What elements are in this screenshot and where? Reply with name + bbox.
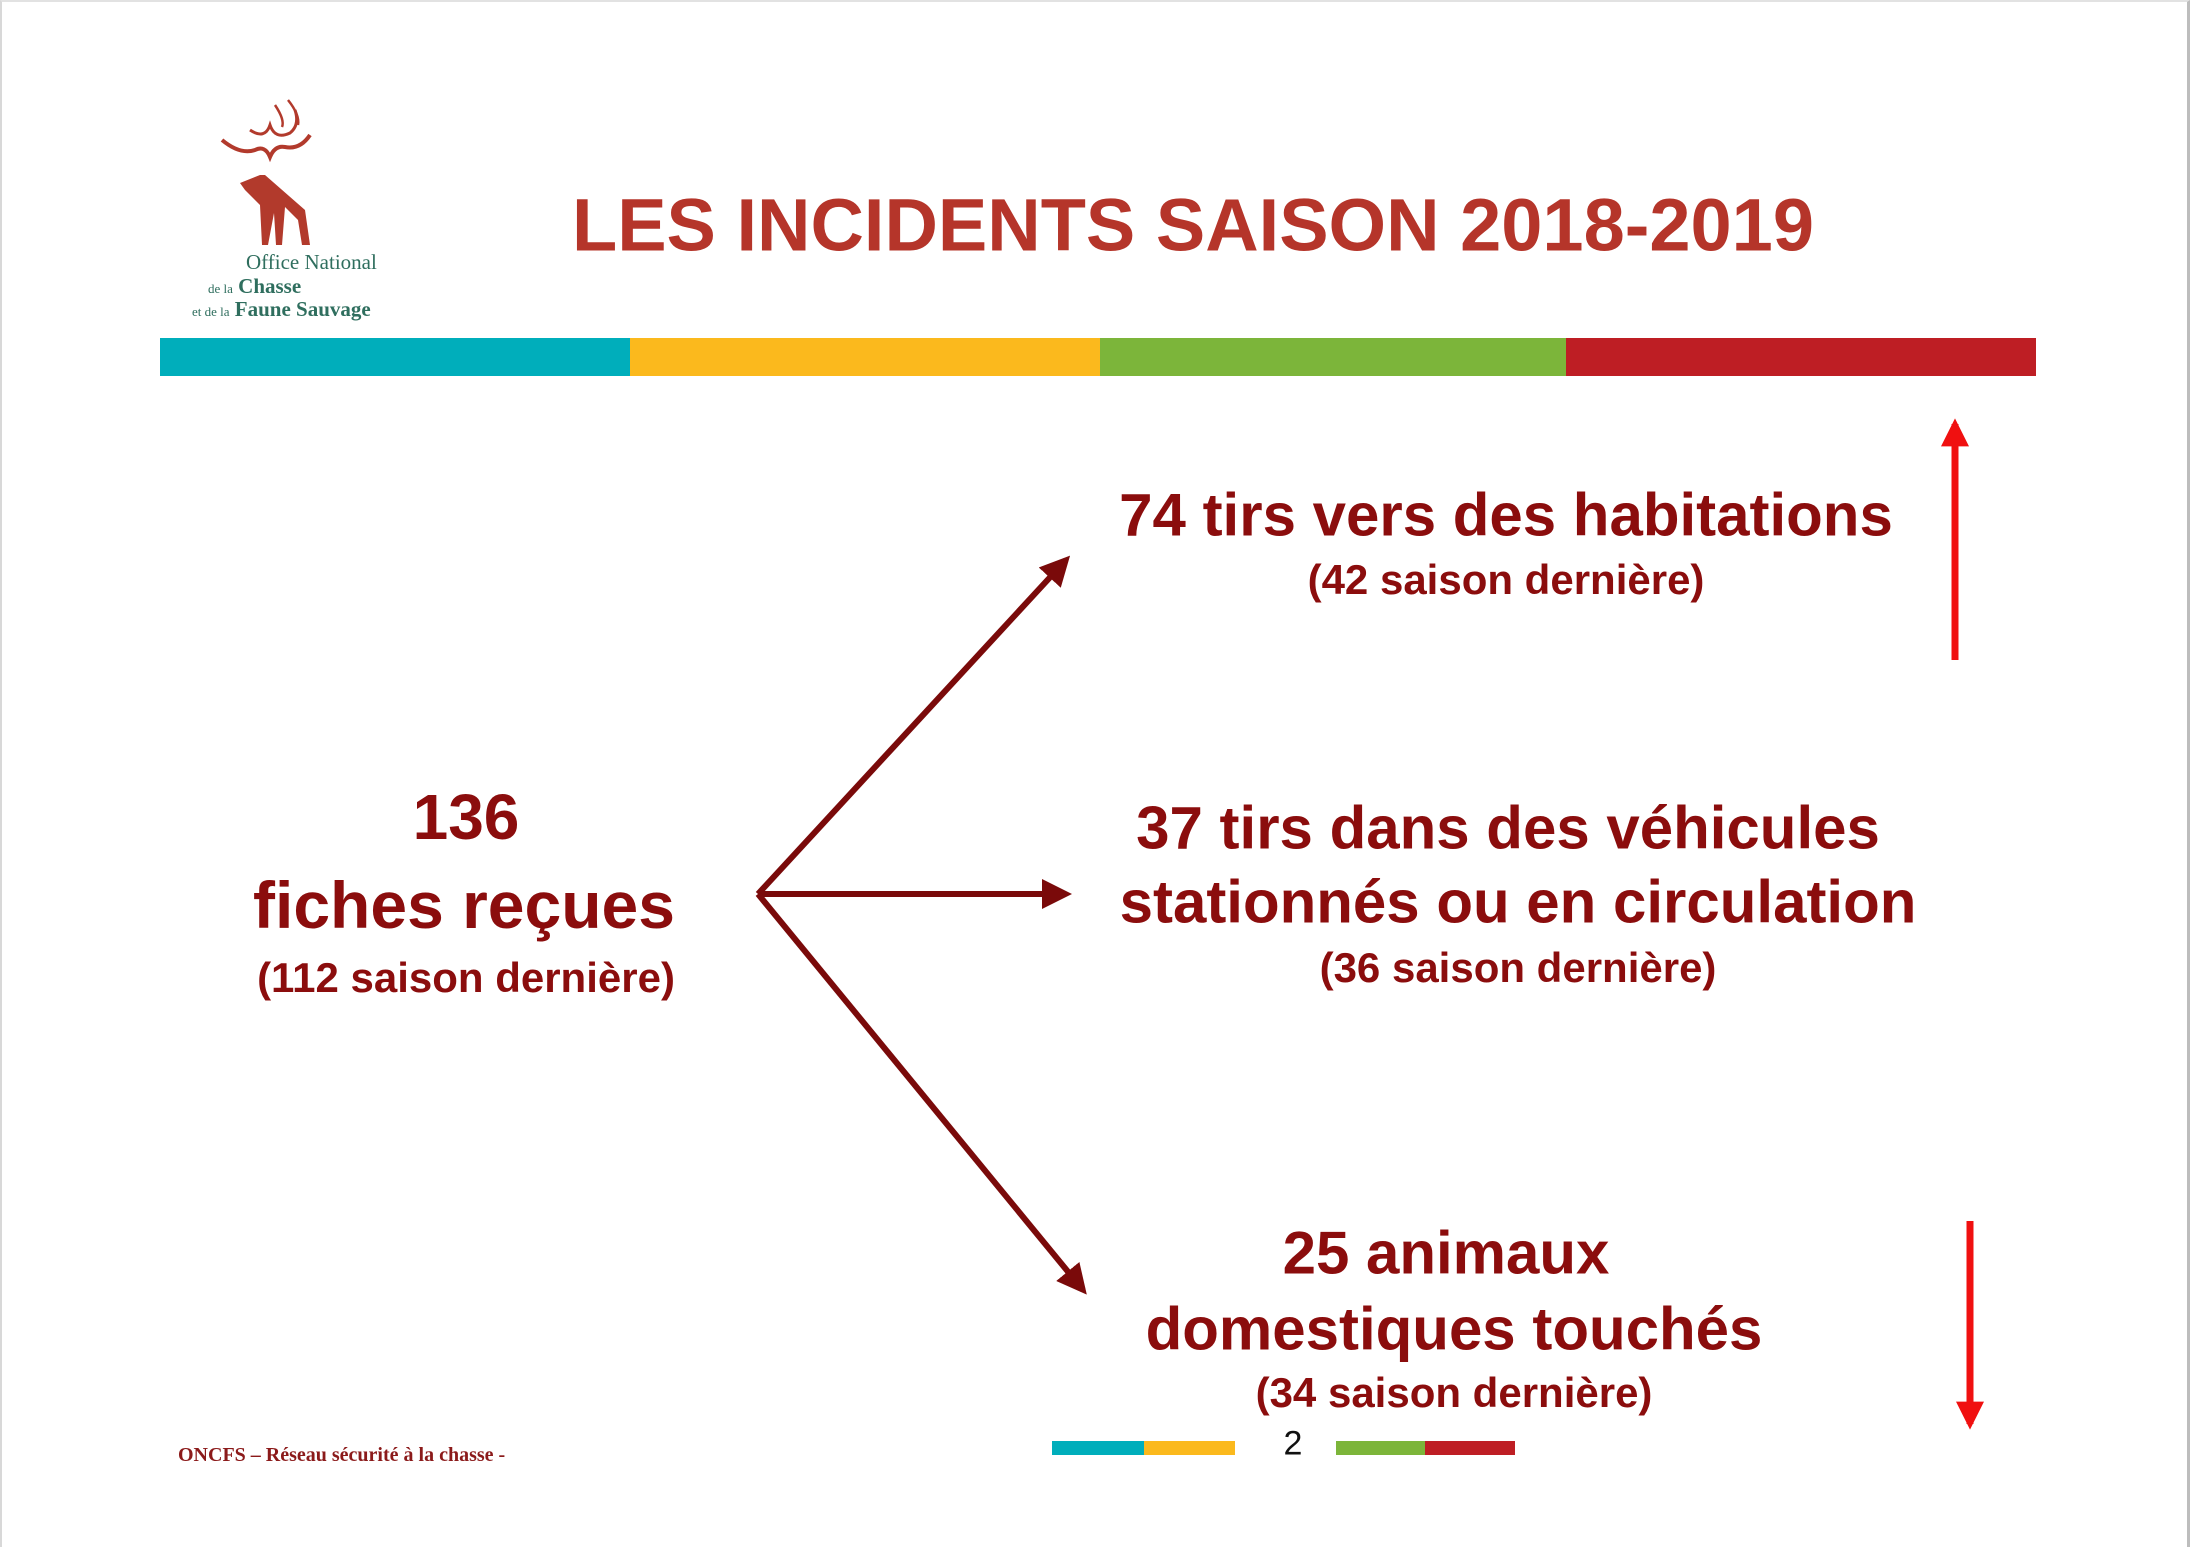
arrow-to-habitations [755, 555, 1071, 897]
color-bar-yellow [630, 338, 1100, 376]
footer-text: ONCFS – Réseau sécurité à la chasse - [178, 1444, 506, 1466]
logo-line-2-prefix: de la [208, 281, 233, 296]
logo-line-1: Office National [246, 250, 377, 274]
item-habitations-title: 74 tirs vers des habitations [1119, 481, 1893, 549]
item-animaux-title-1: 25 animaux [1282, 1219, 1610, 1287]
stag-logo-icon [220, 99, 312, 245]
total-previous: (112 saison dernière) [257, 954, 675, 1001]
item-vehicules-previous: (36 saison dernière) [1319, 944, 1717, 991]
total-number: 136 [412, 781, 520, 853]
slide-title: LES INCIDENTS SAISON 2018-2019 [572, 183, 1814, 267]
page-number: 2 [1283, 1424, 1303, 1463]
mini-bar-yellow [1144, 1441, 1235, 1455]
item-vehicules-title-1: 37 tirs dans des véhicules [1136, 794, 1880, 862]
mini-bar-red [1425, 1441, 1515, 1455]
item-animaux-previous: (34 saison dernière) [1255, 1369, 1653, 1416]
item-vehicules-title-2: stationnés ou en circulation [1119, 868, 1917, 936]
color-bar-green [1100, 338, 1566, 376]
color-bar-red [1566, 338, 2036, 376]
mini-bar-green [1336, 1441, 1425, 1455]
color-bar-teal [160, 338, 630, 376]
logo-line-2: Chasse [238, 274, 302, 298]
logo-line-3-prefix: et de la [192, 304, 230, 319]
mini-bar-teal [1052, 1441, 1144, 1455]
logo-line-3: Faune Sauvage [234, 297, 371, 321]
item-habitations-previous: (42 saison dernière) [1307, 556, 1705, 603]
arrow-to-animaux [755, 892, 1087, 1295]
total-label: fiches reçues [253, 868, 675, 942]
item-animaux-title-2: domestiques touchés [1145, 1295, 1763, 1363]
